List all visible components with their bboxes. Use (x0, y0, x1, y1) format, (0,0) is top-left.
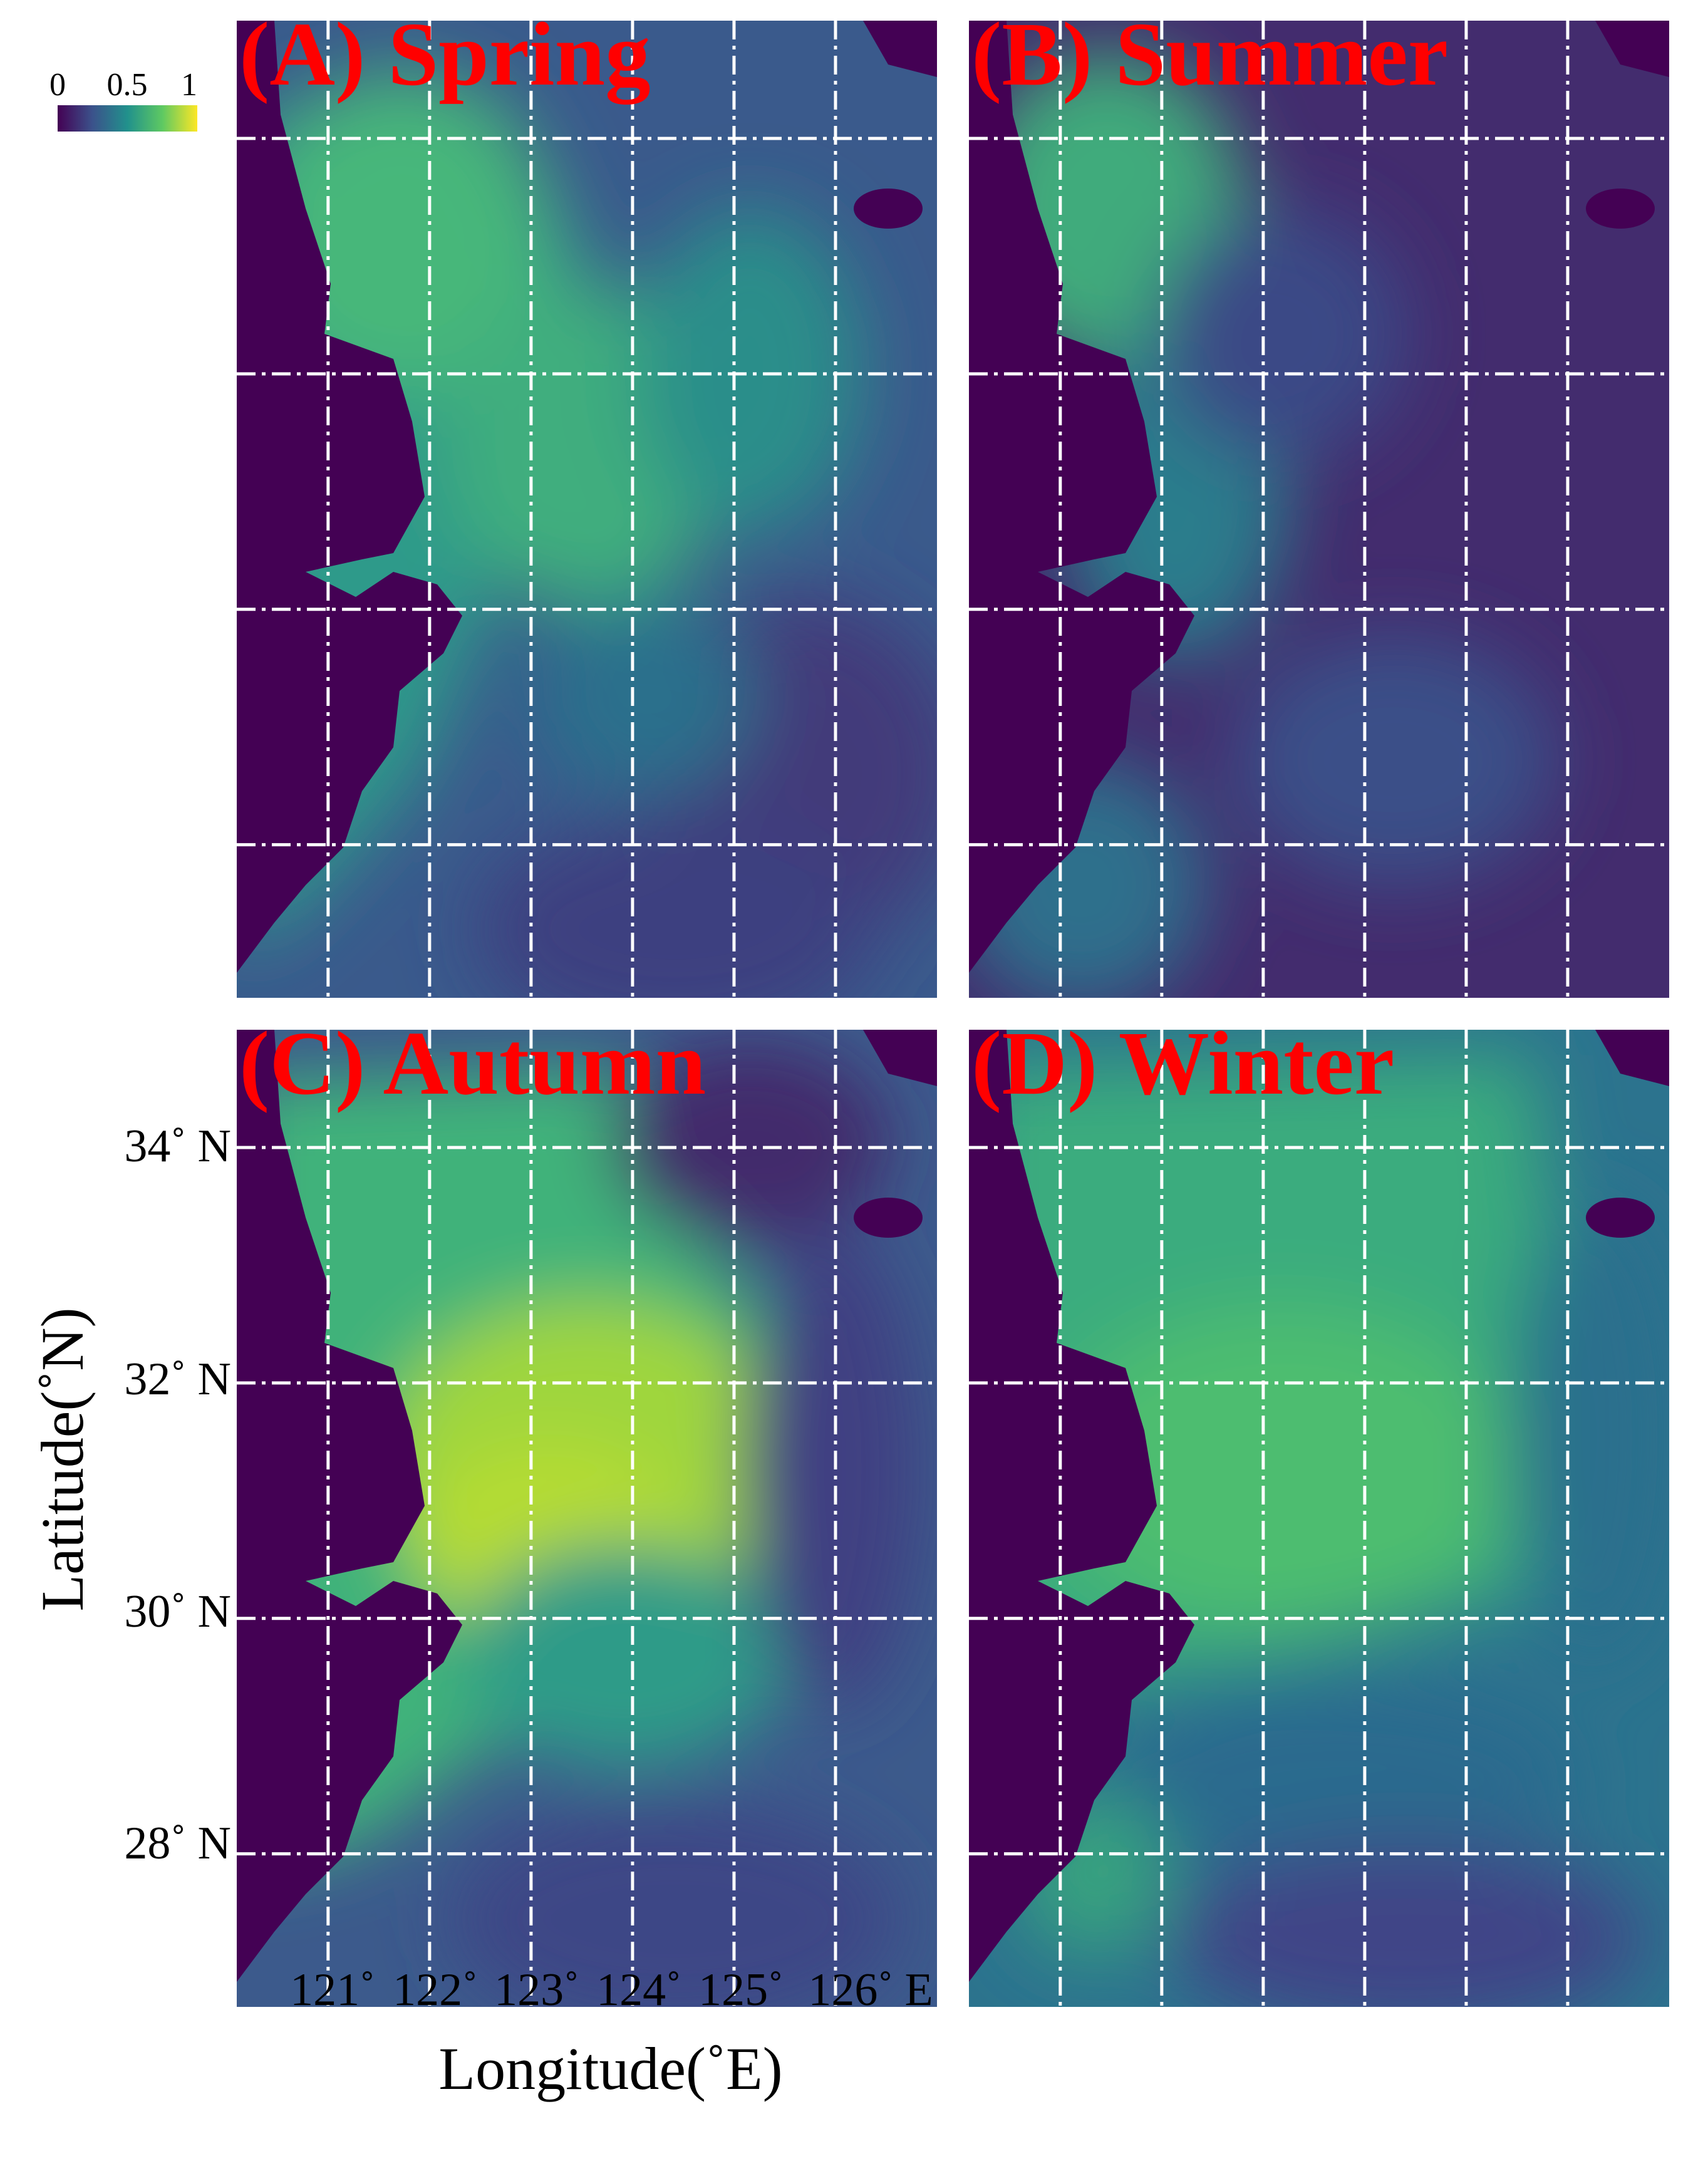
colorbar-gradient (58, 105, 197, 132)
map-winter (969, 1030, 1669, 2007)
y-axis-title: Latitude(˚N) (29, 1307, 96, 1612)
lat-tick-34: 34˚ N (124, 1121, 231, 1172)
map-panel-autumn: (C) Autumn (237, 1030, 937, 2007)
map-summer (969, 21, 1669, 998)
map-panel-summer: (B) Summer (969, 21, 1669, 998)
panel-label-spring: (A) Spring (239, 21, 651, 105)
colorbar: 0 0.5 1 (49, 67, 197, 132)
lat-tick-32: 32˚ N (124, 1354, 231, 1405)
panel-label-autumn: (C) Autumn (239, 1030, 706, 1114)
lat-tick-28: 28˚ N (124, 1818, 231, 1869)
lat-tick-30: 30˚ N (124, 1586, 231, 1637)
lon-tick-125: 125˚ (698, 1964, 784, 2016)
lon-tick-126: 126˚ E (808, 1964, 933, 2016)
panel-label-winter: (D) Winter (971, 1030, 1395, 1114)
lon-tick-121: 121˚ (290, 1964, 375, 2016)
panel-label-summer: (B) Summer (971, 21, 1449, 105)
lon-tick-122: 122˚ (393, 1964, 478, 2016)
map-panel-spring: (A) Spring (237, 21, 937, 998)
lon-tick-124: 124˚ (596, 1964, 681, 2016)
map-spring (237, 21, 937, 998)
colorbar-tick-0.5: 0.5 (106, 67, 148, 103)
map-autumn (237, 1030, 937, 2007)
colorbar-tick-0: 0 (49, 67, 66, 103)
colorbar-tick-1: 1 (181, 67, 197, 103)
map-panel-winter: (D) Winter (969, 1030, 1669, 2007)
x-axis-title: Longitude(˚E) (438, 2035, 783, 2102)
lon-tick-123: 123˚ (494, 1964, 579, 2016)
